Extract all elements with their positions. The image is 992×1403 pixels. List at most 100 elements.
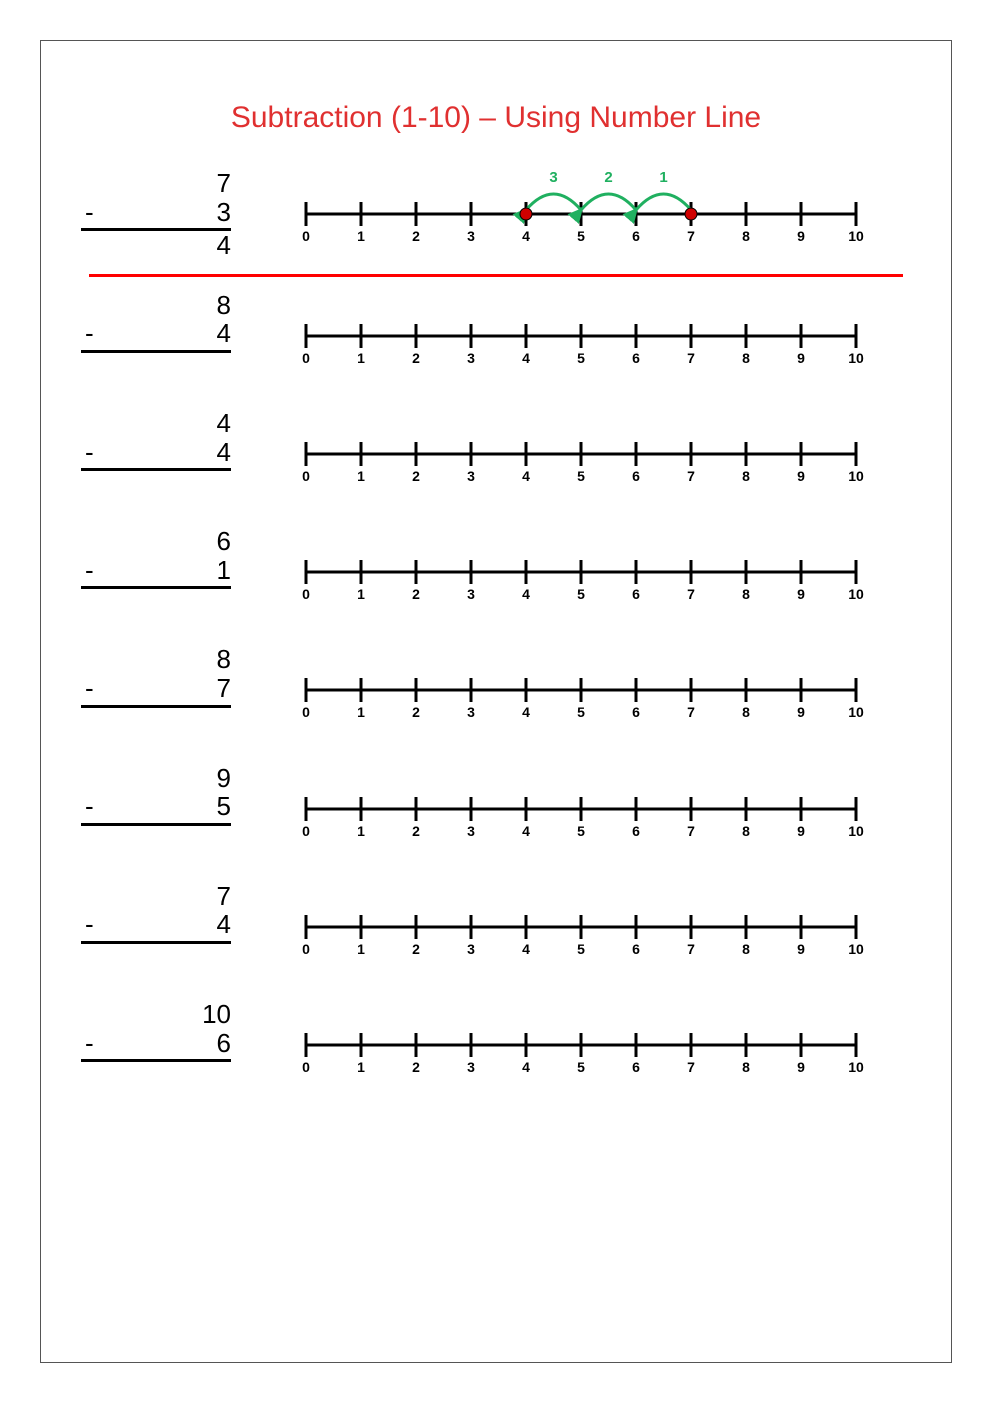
tick-label: 4 [522, 350, 530, 366]
page: Subtraction (1-10) – Using Number Line 7… [0, 0, 992, 1403]
tick-label: 0 [302, 704, 310, 720]
endpoint-dot [520, 208, 532, 220]
tick-label: 8 [742, 350, 750, 366]
tick-label: 10 [848, 350, 864, 366]
answer: 4 [81, 231, 231, 260]
answer [81, 1062, 231, 1090]
tick-label: 7 [687, 586, 695, 602]
tick-label: 5 [577, 468, 585, 484]
tick-label: 1 [357, 1059, 365, 1075]
subtraction-problem: 4-4 [81, 409, 261, 499]
tick-label: 10 [848, 823, 864, 839]
tick-label: 7 [687, 350, 695, 366]
tick-label: 0 [302, 1059, 310, 1075]
number-line-wrap: 012345678910123 [261, 169, 911, 259]
tick-label: 9 [797, 586, 805, 602]
tick-label: 3 [467, 468, 475, 484]
answer [81, 826, 231, 854]
problem-row: 8-4012345678910 [81, 277, 911, 395]
answer [81, 353, 231, 381]
tick-label: 5 [577, 1059, 585, 1075]
tick-label: 9 [797, 228, 805, 244]
tick-label: 1 [357, 823, 365, 839]
tick-label: 4 [522, 823, 530, 839]
tick-label: 0 [302, 228, 310, 244]
worksheet-title: Subtraction (1-10) – Using Number Line [81, 101, 911, 135]
answer [81, 471, 231, 499]
tick-label: 6 [632, 941, 640, 957]
minus-sign: - [81, 556, 94, 585]
tick-label: 6 [632, 586, 640, 602]
tick-label: 6 [632, 704, 640, 720]
tick-label: 4 [522, 228, 530, 244]
tick-label: 5 [577, 350, 585, 366]
tick-label: 10 [848, 468, 864, 484]
tick-label: 1 [357, 468, 365, 484]
number-line-wrap: 012345678910 [261, 1000, 911, 1090]
tick-label: 0 [302, 586, 310, 602]
subtraction-problem: 8-4 [81, 291, 261, 381]
subtraction-problem: 10-6 [81, 1000, 261, 1090]
tick-label: 2 [412, 468, 420, 484]
minus-sign: - [81, 910, 94, 939]
minuend: 9 [81, 764, 231, 793]
subtrahend: 5 [217, 792, 231, 821]
subtrahend: 4 [217, 319, 231, 348]
subtrahend-line: -4 [81, 910, 231, 944]
subtrahend: 4 [217, 910, 231, 939]
minus-sign: - [81, 1029, 94, 1058]
number-line: 012345678910 [261, 645, 911, 735]
tick-label: 4 [522, 704, 530, 720]
tick-label: 6 [632, 350, 640, 366]
tick-label: 2 [412, 586, 420, 602]
subtrahend: 6 [217, 1029, 231, 1058]
minus-sign: - [81, 319, 94, 348]
minuend: 6 [81, 527, 231, 556]
subtraction-problem: 7-4 [81, 882, 261, 972]
tick-label: 9 [797, 350, 805, 366]
tick-label: 9 [797, 468, 805, 484]
tick-label: 1 [357, 586, 365, 602]
tick-label: 8 [742, 704, 750, 720]
tick-label: 3 [467, 941, 475, 957]
tick-label: 9 [797, 1059, 805, 1075]
tick-label: 1 [357, 228, 365, 244]
tick-label: 8 [742, 468, 750, 484]
number-line: 012345678910 [261, 764, 911, 854]
minuend: 7 [81, 169, 231, 198]
tick-label: 2 [412, 1059, 420, 1075]
problem-list: 7-340123456789101238-40123456789104-4012… [81, 155, 911, 1104]
jump-label: 1 [659, 169, 667, 186]
tick-label: 2 [412, 823, 420, 839]
tick-label: 10 [848, 941, 864, 957]
subtrahend: 7 [217, 674, 231, 703]
subtrahend-line: -5 [81, 792, 231, 826]
minuend: 8 [81, 645, 231, 674]
tick-label: 0 [302, 350, 310, 366]
minus-sign: - [81, 674, 94, 703]
jump-arc [581, 194, 636, 210]
tick-label: 10 [848, 704, 864, 720]
subtraction-problem: 7-34 [81, 169, 261, 260]
answer [81, 708, 231, 736]
tick-label: 9 [797, 823, 805, 839]
tick-label: 5 [577, 228, 585, 244]
number-line: 012345678910 [261, 882, 911, 972]
tick-label: 8 [742, 586, 750, 602]
tick-label: 3 [467, 1059, 475, 1075]
tick-label: 7 [687, 823, 695, 839]
tick-label: 4 [522, 468, 530, 484]
tick-label: 6 [632, 468, 640, 484]
tick-label: 10 [848, 228, 864, 244]
number-line-wrap: 012345678910 [261, 527, 911, 617]
number-line-wrap: 012345678910 [261, 291, 911, 381]
tick-label: 7 [687, 228, 695, 244]
tick-label: 7 [687, 941, 695, 957]
tick-label: 9 [797, 941, 805, 957]
tick-label: 7 [687, 468, 695, 484]
tick-label: 8 [742, 941, 750, 957]
number-line: 012345678910 [261, 291, 911, 381]
number-line-wrap: 012345678910 [261, 645, 911, 735]
tick-label: 9 [797, 704, 805, 720]
tick-label: 3 [467, 823, 475, 839]
